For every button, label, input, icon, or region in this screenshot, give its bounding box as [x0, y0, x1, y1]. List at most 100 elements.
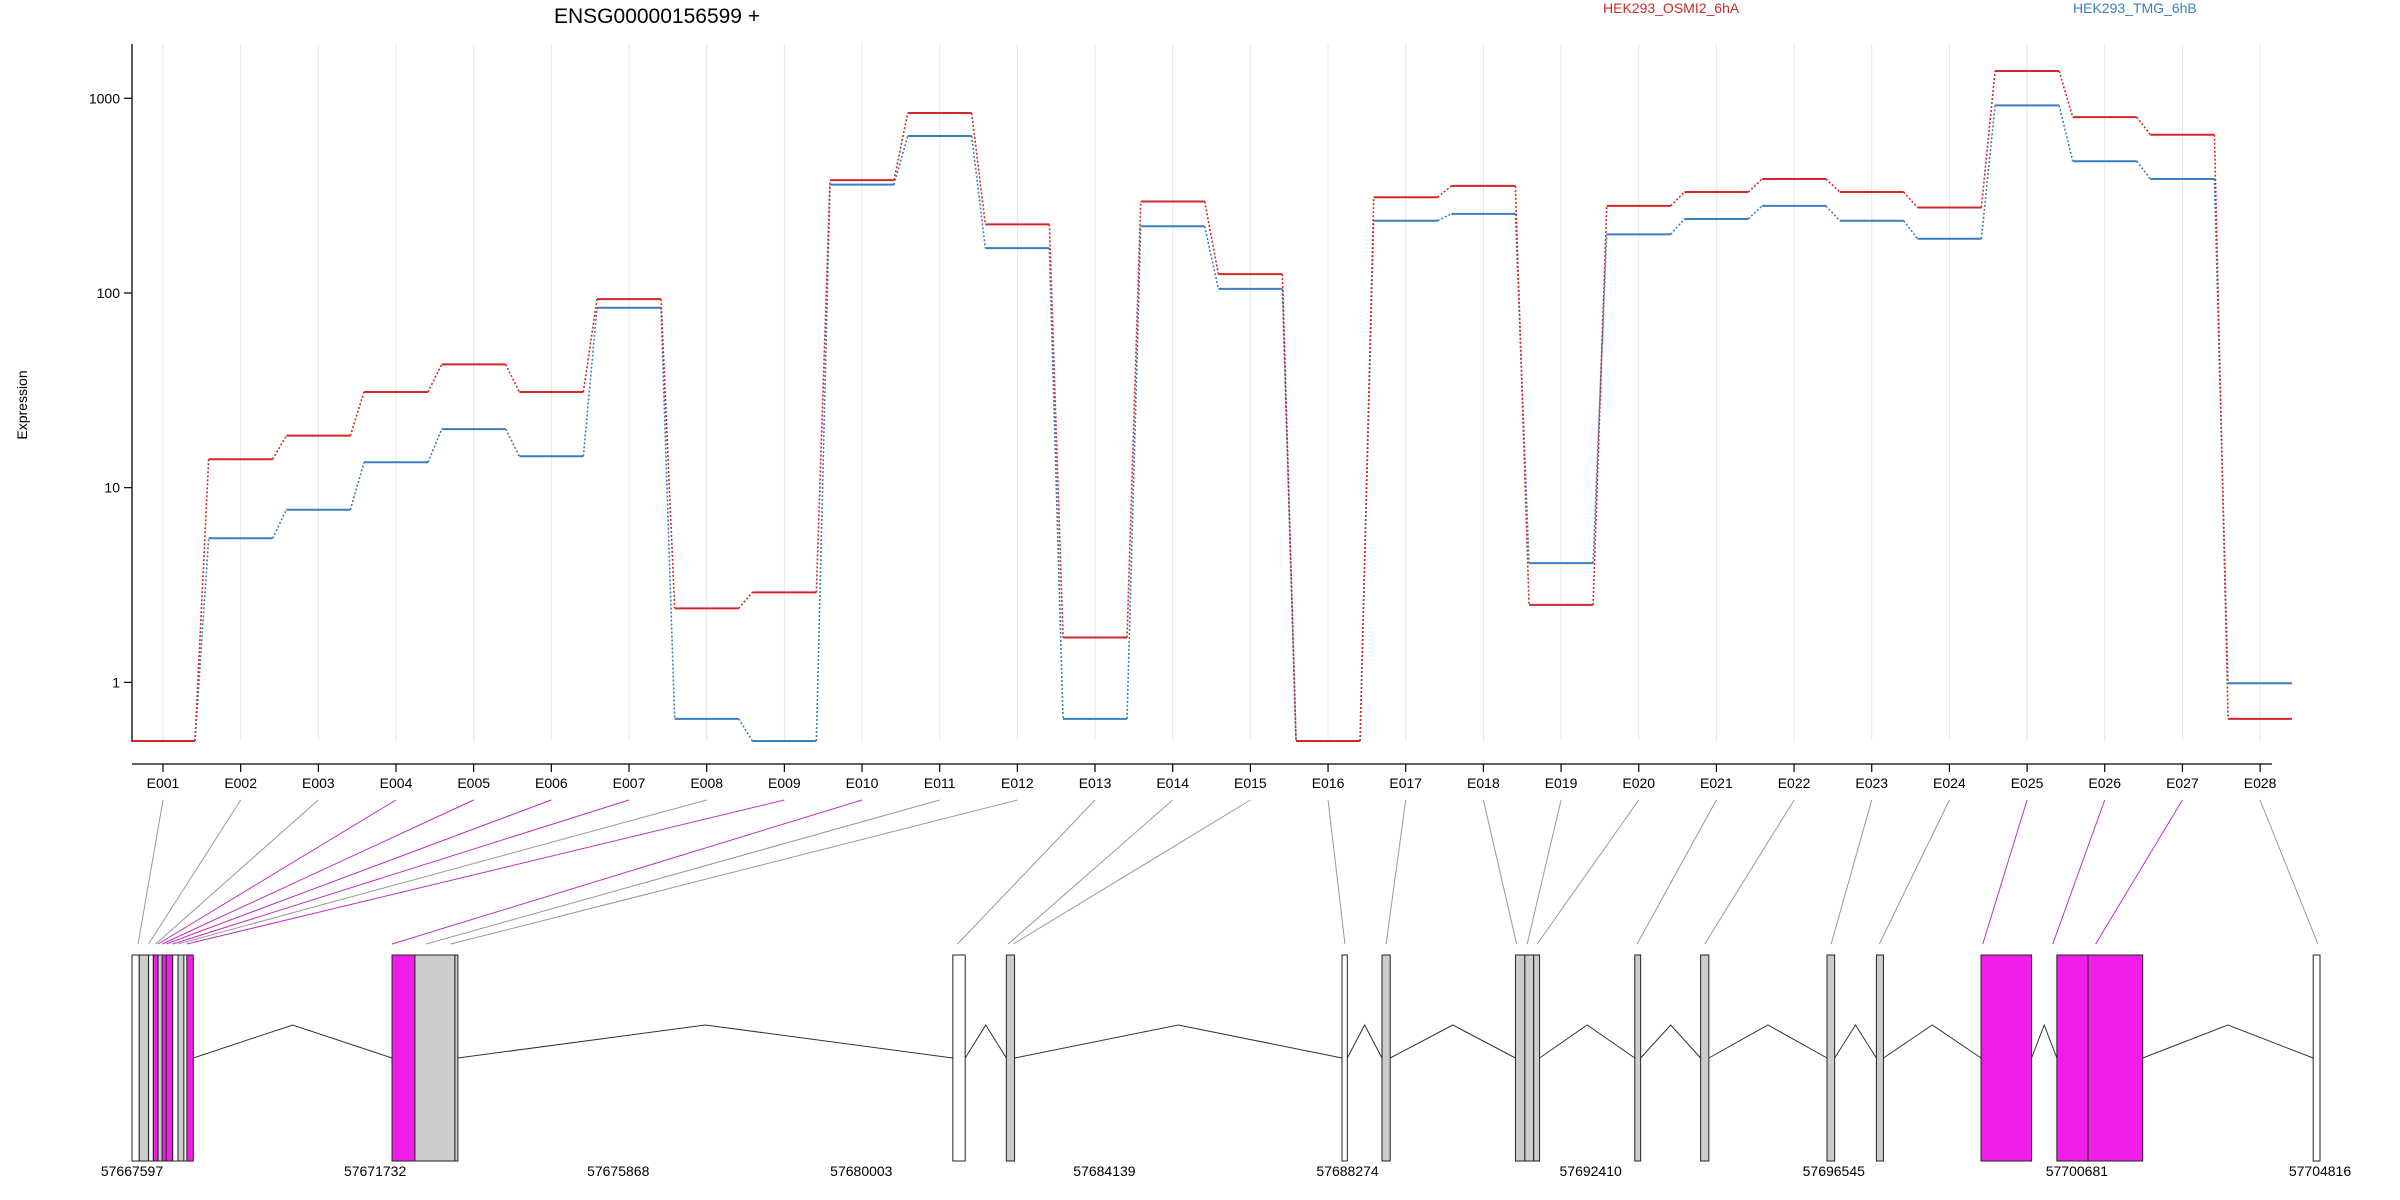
exon-box [391, 954, 416, 1162]
exon-box [152, 954, 159, 1162]
x-tick-label: E022 [1778, 775, 1811, 791]
x-tick-label: E015 [1234, 775, 1267, 791]
y-axis-label: Expression [14, 370, 30, 439]
exon-box [1980, 954, 2033, 1162]
bin-connector-line [450, 799, 1018, 945]
x-ticks: E001 E002 E003 E004 E005 E006 E007 E008 E009 E010… [147, 764, 2277, 791]
series-1-connector [271, 435, 288, 460]
exon-box [454, 954, 459, 1162]
bin-connector-line [186, 799, 785, 945]
x-tick-label: E001 [147, 775, 180, 791]
bin-connector-line [1385, 799, 1407, 945]
bin-connector-line [1536, 799, 1640, 945]
bin-connector-line [1830, 799, 1873, 945]
exon-box [1634, 954, 1642, 1162]
bin-connector-line [1704, 799, 1795, 945]
series-2-connector [349, 462, 365, 511]
exon-box [165, 954, 174, 1162]
bin-connector-line [157, 799, 397, 945]
series-1-connector [1359, 197, 1375, 742]
exon-box [1514, 954, 1526, 1162]
intron-line [1389, 1024, 1516, 1059]
series-2-connector [893, 135, 909, 185]
exon-box [177, 954, 185, 1162]
coordinate-label: 57667597 [101, 1163, 164, 1179]
y-tick-label: 1 [112, 674, 120, 690]
intron-line [2031, 1023, 2058, 1059]
series-2-connector [1437, 213, 1452, 222]
x-tick-label: E019 [1545, 775, 1578, 791]
series-2-connector [1903, 220, 1919, 240]
x-tick-label: E011 [924, 775, 956, 791]
x-tick-label: E005 [457, 775, 490, 791]
x-tick-label: E028 [2244, 775, 2277, 791]
series-2-connector [1592, 234, 1608, 564]
coordinate-label: 57700681 [2046, 1163, 2109, 1179]
x-tick-label: E016 [1312, 775, 1345, 791]
y-tick-label: 1000 [89, 90, 120, 106]
axes [131, 44, 2272, 765]
intron-line [1539, 1024, 1636, 1059]
x-tick-label: E024 [1933, 775, 1966, 791]
exon-box [414, 954, 456, 1162]
bin-connector-line [1327, 799, 1346, 945]
exon-box [2312, 954, 2321, 1162]
series-1-connector [2213, 134, 2229, 719]
bin-connector-line [1636, 799, 1717, 945]
series-1-connector [194, 459, 210, 742]
intron-line [193, 1024, 393, 1059]
series-1-connector [427, 363, 443, 393]
series-2-connector [427, 428, 443, 463]
exon-box [1341, 954, 1348, 1162]
series-1-connector [738, 591, 753, 609]
series-1-connector [660, 299, 676, 609]
exon-box [1381, 954, 1391, 1162]
bin-connector-line [1526, 799, 1562, 945]
x-tick-label: E018 [1467, 775, 1500, 791]
series-2-connector [815, 184, 831, 742]
series-1-connector [1048, 224, 1064, 638]
x-tick-label: E017 [1389, 775, 1422, 791]
x-tick-label: E002 [224, 775, 257, 791]
coordinate-label: 57696545 [1803, 1163, 1866, 1179]
exon-box [161, 954, 167, 1162]
intron-line [1883, 1024, 1982, 1059]
x-tick-label: E014 [1156, 775, 1189, 791]
exon-box [1826, 954, 1836, 1162]
series-1 [131, 70, 2293, 742]
x-tick-label: E004 [380, 775, 413, 791]
intron-line [1014, 1024, 1343, 1059]
series-1-connector [1747, 178, 1763, 193]
exon-box [172, 954, 179, 1162]
series-1-connector [1980, 70, 1996, 208]
bin-connectors [137, 799, 2319, 945]
x-tick-label: E023 [1855, 775, 1888, 791]
series-2 [131, 104, 2293, 742]
genomic-coordinate-labels: 57667597 57671732 57675868 57680003 57684139… [101, 1163, 2352, 1179]
coordinate-label: 57704816 [2289, 1163, 2352, 1179]
series-2-connector [504, 428, 521, 457]
series-2-connector [194, 538, 210, 742]
legend-entry-series-2: HEK293_TMG_6hB [2073, 0, 2197, 16]
series-2-connector [1048, 248, 1064, 719]
bin-connector-line [2052, 799, 2106, 945]
y-tick-label: 100 [97, 285, 121, 301]
x-tick-label: E026 [2088, 775, 2121, 791]
series-2-connector [738, 718, 754, 742]
series-1-connector [1592, 205, 1608, 605]
exon-box [157, 954, 163, 1162]
exon-box [2056, 954, 2089, 1162]
exon-box [131, 954, 140, 1162]
series-1-connector [1281, 274, 1297, 742]
bin-connector-line [148, 799, 242, 945]
intron-line [1708, 1024, 1828, 1059]
exon-box [2087, 954, 2144, 1162]
exon-box [138, 954, 150, 1162]
x-tick-label: E009 [768, 775, 801, 791]
series-1-connector [2136, 116, 2152, 136]
exon-box [1533, 954, 1541, 1162]
series-1-connector [504, 363, 521, 393]
series-1-connector [1514, 185, 1530, 605]
series-2-connector [1980, 105, 1996, 239]
